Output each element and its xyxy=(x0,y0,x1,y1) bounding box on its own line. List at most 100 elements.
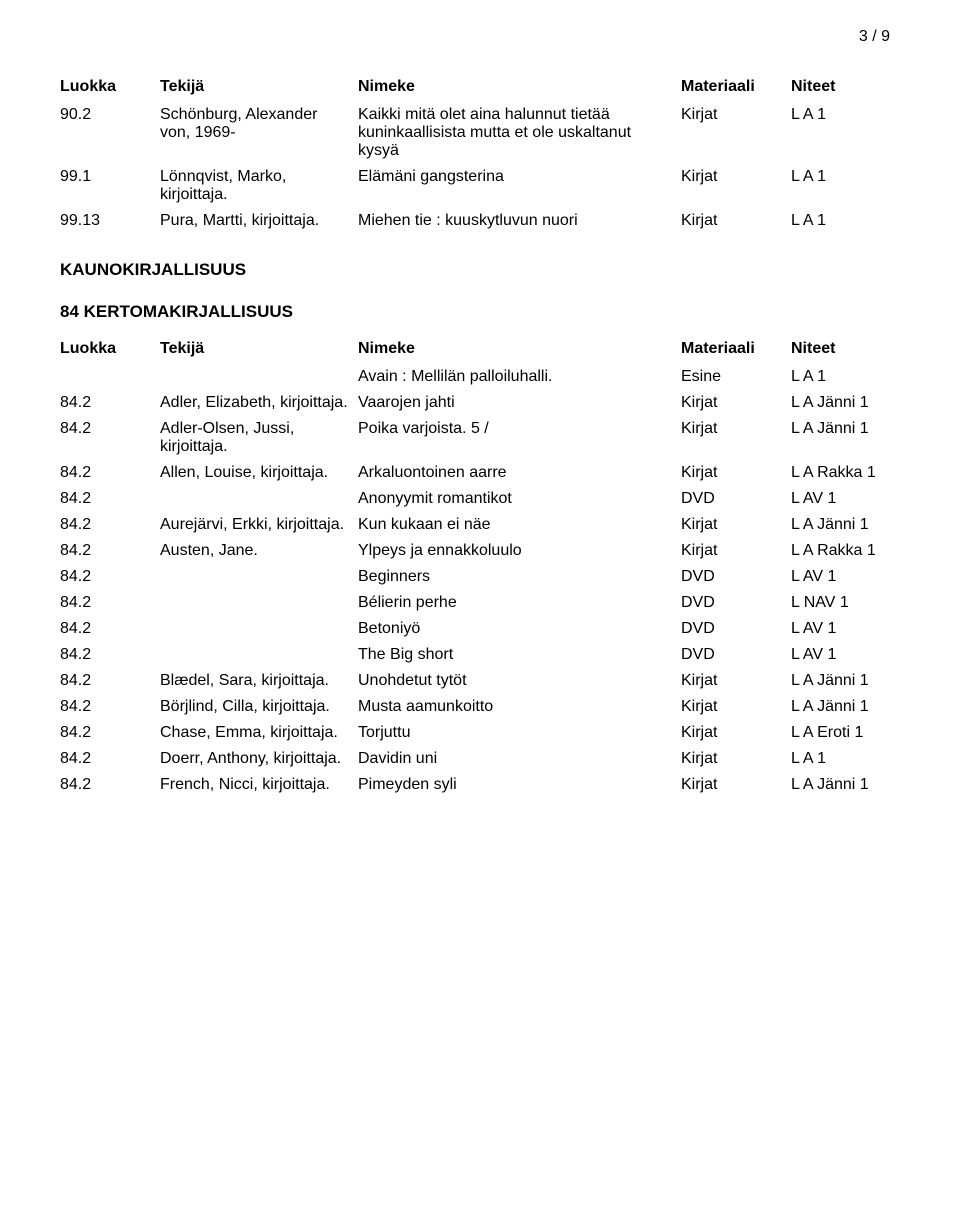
cell-luokka: 99.13 xyxy=(60,212,160,230)
cell-materiaali: Kirjat xyxy=(681,464,791,482)
col-header-nimeke: Nimeke xyxy=(358,78,681,96)
table-row: 84.2BetoniyöDVDL AV 1 xyxy=(60,620,900,638)
table-row: 84.2Bélierin perheDVDL NAV 1 xyxy=(60,594,900,612)
col-header-nimeke: Nimeke xyxy=(358,340,681,358)
cell-materiaali: Kirjat xyxy=(681,516,791,534)
cell-tekija: Adler, Elizabeth, kirjoittaja. xyxy=(160,394,358,412)
cell-nimeke: Pimeyden syli xyxy=(358,776,681,794)
cell-materiaali: Kirjat xyxy=(681,394,791,412)
cell-luokka: 84.2 xyxy=(60,490,160,508)
cell-nimeke: Musta aamunkoitto xyxy=(358,698,681,716)
cell-tekija: Adler-Olsen, Jussi, kirjoittaja. xyxy=(160,420,358,456)
table-header: Luokka Tekijä Nimeke Materiaali Niteet xyxy=(60,78,900,96)
cell-tekija: Börjlind, Cilla, kirjoittaja. xyxy=(160,698,358,716)
table-row: 84.2Börjlind, Cilla, kirjoittaja.Musta a… xyxy=(60,698,900,716)
cell-nimeke: Elämäni gangsterina xyxy=(358,168,681,186)
cell-tekija: Austen, Jane. xyxy=(160,542,358,560)
cell-nimeke: Arkaluontoinen aarre xyxy=(358,464,681,482)
table-row: 99.13Pura, Martti, kirjoittaja.Miehen ti… xyxy=(60,212,900,230)
table-row: 84.2Doerr, Anthony, kirjoittaja.Davidin … xyxy=(60,750,900,768)
cell-materiaali: Kirjat xyxy=(681,750,791,768)
cell-materiaali: DVD xyxy=(681,594,791,612)
cell-niteet: L A Jänni 1 xyxy=(791,516,916,534)
col-header-materiaali: Materiaali xyxy=(681,340,791,358)
cell-niteet: L A 1 xyxy=(791,368,916,386)
cell-niteet: L NAV 1 xyxy=(791,594,916,612)
cell-niteet: L AV 1 xyxy=(791,490,916,508)
cell-nimeke: Kaikki mitä olet aina halunnut tietää ku… xyxy=(358,106,681,160)
cell-materiaali: DVD xyxy=(681,620,791,638)
cell-nimeke: Unohdetut tytöt xyxy=(358,672,681,690)
cell-materiaali: Kirjat xyxy=(681,212,791,230)
section-title-kertomakirjallisuus: 84 KERTOMAKIRJALLISUUS xyxy=(60,302,900,322)
cell-tekija: Chase, Emma, kirjoittaja. xyxy=(160,724,358,742)
cell-luokka: 84.2 xyxy=(60,516,160,534)
table-row: 84.2Allen, Louise, kirjoittaja.Arkaluont… xyxy=(60,464,900,482)
cell-niteet: L A 1 xyxy=(791,212,916,230)
table-row: 84.2Anonyymit romantikotDVDL AV 1 xyxy=(60,490,900,508)
cell-materiaali: Kirjat xyxy=(681,168,791,186)
cell-tekija: Lönnqvist, Marko, kirjoittaja. xyxy=(160,168,358,204)
table-row: 99.1Lönnqvist, Marko, kirjoittaja.Elämän… xyxy=(60,168,900,204)
cell-tekija: Blædel, Sara, kirjoittaja. xyxy=(160,672,358,690)
col-header-niteet: Niteet xyxy=(791,340,916,358)
cell-tekija: Allen, Louise, kirjoittaja. xyxy=(160,464,358,482)
table-row: Avain : Mellilän palloiluhalli.EsineL A … xyxy=(60,368,900,386)
cell-materiaali: Kirjat xyxy=(681,698,791,716)
cell-nimeke: Torjuttu xyxy=(358,724,681,742)
table-row: 84.2Adler-Olsen, Jussi, kirjoittaja.Poik… xyxy=(60,420,900,456)
cell-luokka: 84.2 xyxy=(60,646,160,664)
cell-niteet: L A Jänni 1 xyxy=(791,776,916,794)
table-header: Luokka Tekijä Nimeke Materiaali Niteet xyxy=(60,340,900,358)
top-table-body: 90.2Schönburg, Alexander von, 1969-Kaikk… xyxy=(60,106,900,230)
cell-materiaali: Kirjat xyxy=(681,420,791,438)
cell-nimeke: Beginners xyxy=(358,568,681,586)
cell-niteet: L A Rakka 1 xyxy=(791,542,916,560)
bottom-table-body: Avain : Mellilän palloiluhalli.EsineL A … xyxy=(60,368,900,794)
section-title-kaunokirjallisuus: KAUNOKIRJALLISUUS xyxy=(60,260,900,280)
cell-nimeke: Vaarojen jahti xyxy=(358,394,681,412)
cell-nimeke: Anonyymit romantikot xyxy=(358,490,681,508)
cell-materiaali: Kirjat xyxy=(681,776,791,794)
cell-nimeke: The Big short xyxy=(358,646,681,664)
cell-tekija: Doerr, Anthony, kirjoittaja. xyxy=(160,750,358,768)
cell-luokka: 84.2 xyxy=(60,750,160,768)
cell-tekija: Pura, Martti, kirjoittaja. xyxy=(160,212,358,230)
cell-materiaali: Kirjat xyxy=(681,724,791,742)
table-row: 84.2The Big shortDVDL AV 1 xyxy=(60,646,900,664)
cell-niteet: L A Rakka 1 xyxy=(791,464,916,482)
table-row: 84.2Blædel, Sara, kirjoittaja.Unohdetut … xyxy=(60,672,900,690)
cell-nimeke: Avain : Mellilän palloiluhalli. xyxy=(358,368,681,386)
cell-luokka: 99.1 xyxy=(60,168,160,186)
cell-nimeke: Ylpeys ja ennakkoluulo xyxy=(358,542,681,560)
cell-materiaali: Kirjat xyxy=(681,542,791,560)
cell-niteet: L A Eroti 1 xyxy=(791,724,916,742)
cell-materiaali: Kirjat xyxy=(681,106,791,124)
cell-niteet: L AV 1 xyxy=(791,646,916,664)
cell-luokka: 84.2 xyxy=(60,620,160,638)
cell-luokka: 84.2 xyxy=(60,776,160,794)
document-page: 3 / 9 Luokka Tekijä Nimeke Materiaali Ni… xyxy=(0,0,960,1221)
cell-luokka: 84.2 xyxy=(60,568,160,586)
cell-materiaali: DVD xyxy=(681,568,791,586)
col-header-luokka: Luokka xyxy=(60,78,160,96)
table-row: 84.2Aurejärvi, Erkki, kirjoittaja.Kun ku… xyxy=(60,516,900,534)
table-row: 84.2Chase, Emma, kirjoittaja.TorjuttuKir… xyxy=(60,724,900,742)
cell-nimeke: Betoniyö xyxy=(358,620,681,638)
table-row: 84.2BeginnersDVDL AV 1 xyxy=(60,568,900,586)
cell-niteet: L A Jänni 1 xyxy=(791,698,916,716)
cell-tekija: French, Nicci, kirjoittaja. xyxy=(160,776,358,794)
table-row: 84.2French, Nicci, kirjoittaja.Pimeyden … xyxy=(60,776,900,794)
cell-luokka: 84.2 xyxy=(60,464,160,482)
cell-tekija: Aurejärvi, Erkki, kirjoittaja. xyxy=(160,516,358,534)
cell-nimeke: Bélierin perhe xyxy=(358,594,681,612)
cell-luokka: 84.2 xyxy=(60,698,160,716)
page-number: 3 / 9 xyxy=(859,28,890,46)
cell-materiaali: DVD xyxy=(681,646,791,664)
col-header-luokka: Luokka xyxy=(60,340,160,358)
cell-niteet: L AV 1 xyxy=(791,568,916,586)
cell-materiaali: Kirjat xyxy=(681,672,791,690)
cell-luokka: 84.2 xyxy=(60,594,160,612)
cell-niteet: L AV 1 xyxy=(791,620,916,638)
cell-materiaali: DVD xyxy=(681,490,791,508)
